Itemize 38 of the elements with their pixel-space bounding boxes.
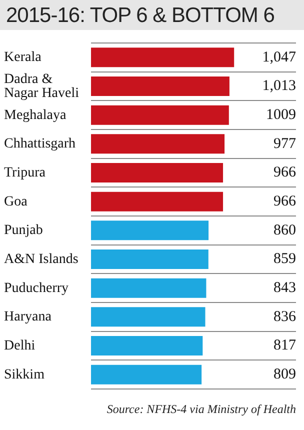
chart-title: 2015-16: TOP 6 & BOTTOM 6 [0, 0, 304, 30]
y-tick-label: Goa [4, 194, 28, 210]
source-note: Source: NFHS-4 via Ministry of Health [106, 402, 297, 417]
bar [91, 163, 224, 182]
data-label: 1009 [266, 107, 296, 124]
y-tick-label: Sikkim [4, 367, 45, 382]
y-tick-label: Delhi [4, 338, 36, 354]
bar [91, 220, 209, 240]
data-label: 809 [274, 366, 296, 383]
y-tick-label: A&N Islands [4, 252, 78, 267]
bar [91, 250, 208, 269]
bar [91, 48, 234, 68]
data-label: 966 [274, 164, 296, 181]
bar [91, 307, 206, 327]
y-tick-label: Meghalaya [4, 108, 67, 123]
data-label: 977 [274, 136, 296, 152]
bar [91, 76, 230, 96]
bar [91, 278, 206, 298]
data-label: 1,013 [262, 78, 296, 94]
y-tick-label: Kerala [4, 50, 42, 66]
bar [91, 134, 225, 154]
data-label: 1,047 [262, 49, 296, 66]
bar [91, 364, 202, 384]
bar [91, 192, 224, 212]
data-label: 836 [274, 308, 296, 325]
bar [91, 105, 229, 125]
y-tick-label: Haryana [4, 310, 52, 325]
data-label: 860 [274, 222, 296, 238]
y-tick-label: Punjab [4, 223, 43, 238]
data-label: 859 [274, 251, 296, 268]
y-tick-label: Puducherry [4, 280, 69, 296]
y-tick-label: Chhattisgarh [4, 136, 76, 152]
data-label: 843 [274, 280, 296, 296]
y-tick-label: Tripura [4, 165, 46, 180]
data-label: 966 [274, 194, 296, 210]
data-label: 817 [274, 338, 296, 354]
bar [91, 336, 203, 356]
y-tick-label: Dadra & Nagar Haveli [4, 72, 80, 101]
